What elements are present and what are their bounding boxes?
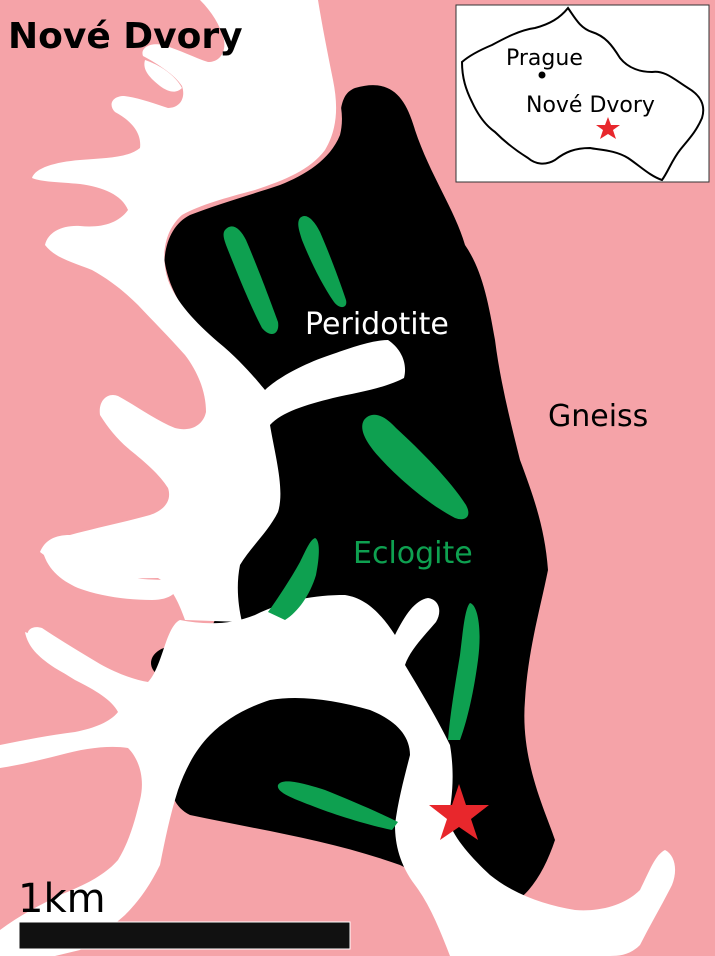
unmapped-areas: [0, 0, 676, 956]
eclogite-lens: [223, 226, 279, 334]
prague-dot-icon: [538, 71, 546, 79]
eclogite-lens: [362, 414, 469, 520]
gneiss-label: Gneiss: [548, 399, 648, 434]
eclogite-lens: [448, 603, 480, 740]
map-title: Nové Dvory: [8, 16, 243, 57]
scale-bar: 1km: [18, 876, 351, 950]
eclogite-label: Eclogite: [353, 536, 473, 571]
eclogite-lens: [277, 781, 398, 830]
eclogite-lens: [268, 538, 319, 620]
country-outline: [460, 6, 705, 182]
inset-map: Prague Nové Dvory: [455, 4, 710, 183]
inset-star-icon: [596, 117, 620, 139]
eclogite-bodies: [223, 215, 480, 830]
eclogite-lens: [298, 215, 347, 308]
site-label: Nové Dvory: [526, 93, 655, 118]
peridotite-label: Peridotite: [305, 307, 449, 342]
scale-bar-rule: [18, 921, 351, 950]
scale-bar-label: 1km: [18, 876, 106, 922]
prague-label: Prague: [506, 46, 583, 71]
site-star-icon: [429, 784, 489, 840]
